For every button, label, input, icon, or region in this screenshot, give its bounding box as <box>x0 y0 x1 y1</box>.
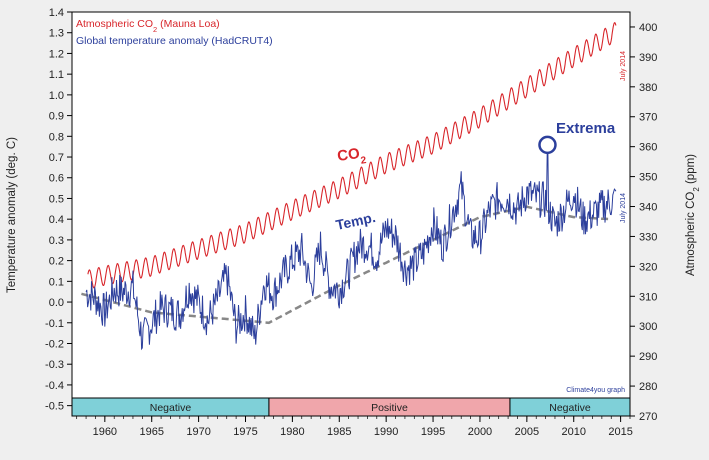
left-tick-label: 0.4 <box>49 214 64 226</box>
right-tick-label: 400 <box>639 22 657 34</box>
right-tick-label: 350 <box>639 172 657 184</box>
right-tick-label: 360 <box>639 142 657 154</box>
x-tick-label: 1980 <box>280 426 304 438</box>
phase-label: Positive <box>371 402 408 414</box>
left-tick-label: 0.3 <box>49 235 64 247</box>
left-tick-label: 1.4 <box>49 7 64 19</box>
x-tick-label: 1970 <box>186 426 210 438</box>
co2-line <box>87 22 617 289</box>
temperature-series <box>85 152 617 351</box>
right-tick-label: 380 <box>639 82 657 94</box>
left-tick-label: -0.4 <box>45 380 64 392</box>
right-tick-label: 390 <box>639 52 657 64</box>
phase-band: Negative Positive Negative <box>71 397 631 417</box>
left-tick-label: 0.6 <box>49 173 64 185</box>
left-tick-label: 0.5 <box>49 193 64 205</box>
x-tick-label: 2005 <box>515 426 539 438</box>
left-tick-label: 0.7 <box>49 152 64 164</box>
right-tick-label: 270 <box>639 411 657 423</box>
right-axis-title: Atmospheric CO2 (ppm) <box>685 154 701 276</box>
phase-label: Negative <box>150 402 192 414</box>
left-tick-label: -0.3 <box>45 359 64 371</box>
july-2014-top-label: July 2014 <box>620 51 627 81</box>
right-tick-label: 330 <box>639 231 657 243</box>
credit-label: Climate4you graph <box>566 387 625 394</box>
left-tick-label: 0.1 <box>49 276 64 288</box>
extrema-marker <box>538 135 557 155</box>
x-tick-label: 1960 <box>93 426 117 438</box>
legend-temperature: Global temperature anomaly (HadCRUT4) <box>76 35 273 47</box>
x-tick-label: 1995 <box>421 426 445 438</box>
left-tick-label: 0.2 <box>49 256 64 268</box>
right-tick-label: 290 <box>639 351 657 363</box>
right-y-axis-ticks: 270 280 290 300 310 320 330 340 350 360 370 380 390 4… <box>630 22 657 423</box>
left-axis-title: Temperature anomaly (deg. C) <box>6 137 18 293</box>
left-tick-label: 1.2 <box>49 48 64 60</box>
phase-segment <box>509 397 631 417</box>
phase-label: Negative <box>549 402 591 414</box>
co2-series <box>87 22 617 289</box>
temperature-line <box>85 152 617 351</box>
left-tick-label: -0.2 <box>45 338 64 350</box>
x-tick-label: 1965 <box>139 426 163 438</box>
x-tick-label: 2000 <box>468 426 492 438</box>
right-tick-label: 340 <box>639 202 657 214</box>
left-y-axis-ticks: -0.5 -0.4 -0.3 -0.2 -0.1 0.0 0.1 0.2 0.3 0.4 0.5 0.… <box>45 7 72 413</box>
right-tick-label: 370 <box>639 112 657 124</box>
left-tick-label: 0.8 <box>49 131 64 143</box>
left-tick-label: 0.0 <box>49 297 64 309</box>
temperature-trend-series <box>81 205 612 325</box>
right-tick-label: 320 <box>639 261 657 273</box>
legend-co2: Atmospheric CO2 (Mauna Loa) <box>76 18 220 34</box>
left-tick-label: 0.9 <box>49 111 64 123</box>
co2-annotation: CO2 <box>336 144 367 169</box>
right-tick-label: 300 <box>639 321 657 333</box>
left-tick-label: -0.1 <box>45 318 64 330</box>
july-2014-mid-label: July 2014 <box>620 193 627 223</box>
right-tick-label: 310 <box>639 291 657 303</box>
x-tick-label: 2015 <box>608 426 632 438</box>
right-tick-label: 280 <box>639 381 657 393</box>
x-tick-label: 1990 <box>374 426 398 438</box>
x-tick-label: 1985 <box>327 426 351 438</box>
x-axis-ticks: 1960 1965 1970 1975 1980 1985 1990 1995 2000 2005… <box>76 416 633 438</box>
trend-line <box>81 205 612 325</box>
left-tick-label: 1.1 <box>49 69 64 81</box>
x-tick-label: 1975 <box>233 426 257 438</box>
left-tick-label: 1.3 <box>49 28 64 40</box>
left-tick-label: 1.0 <box>49 90 64 102</box>
left-tick-label: -0.5 <box>45 401 64 413</box>
x-tick-label: 2010 <box>561 426 585 438</box>
extrema-annotation: Extrema <box>556 120 616 137</box>
